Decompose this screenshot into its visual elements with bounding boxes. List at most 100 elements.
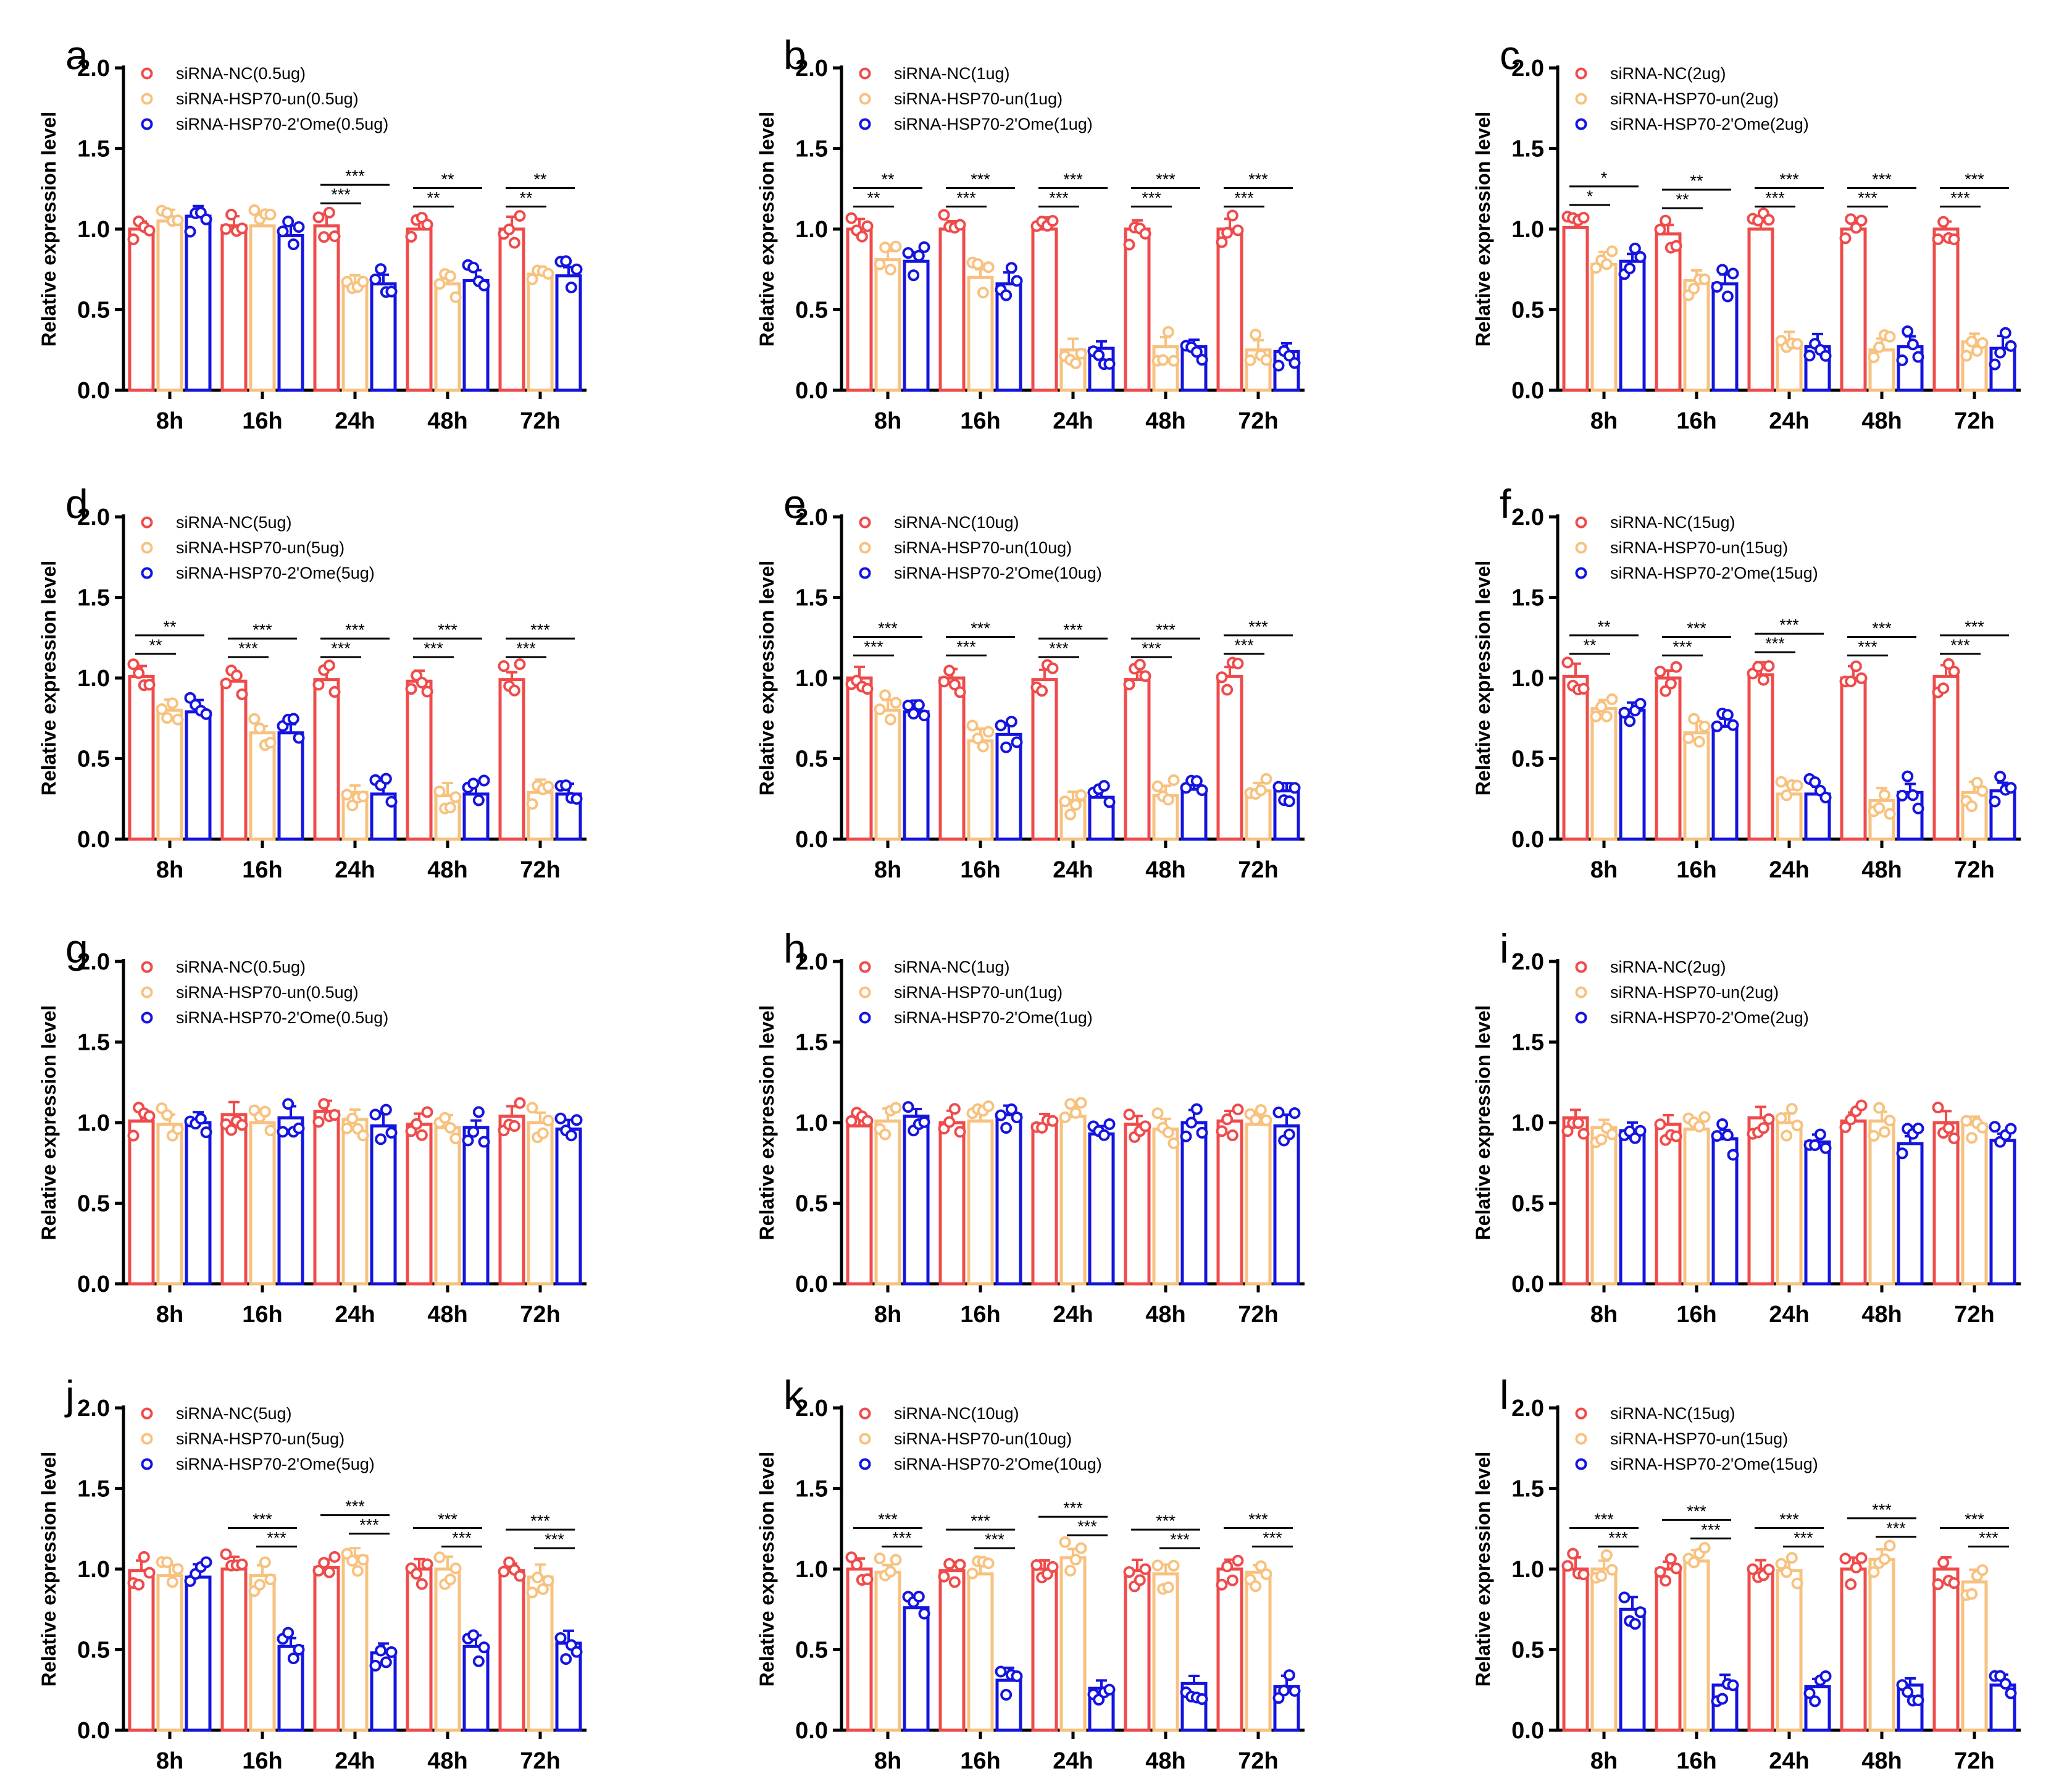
data-point [143, 1567, 156, 1579]
significance-label: *** [1263, 1528, 1282, 1547]
data-point [1878, 789, 1890, 801]
legend-label-ome: siRNA-HSP70-2'Ome(15ug) [1610, 564, 1818, 582]
data-point [1845, 1578, 1857, 1591]
legend-marker-ome [141, 567, 153, 579]
data-point [1845, 213, 1857, 225]
data-point [357, 275, 369, 288]
data-point [1577, 211, 1590, 224]
x-tick-label: 48h [1861, 1302, 1902, 1328]
data-point [890, 1102, 902, 1114]
legend-label-un: siRNA-HSP70-un(1ug) [894, 983, 1063, 1002]
data-point [127, 658, 140, 671]
significance-label: ** [149, 636, 162, 655]
data-point [172, 214, 184, 227]
data-point [1226, 1129, 1238, 1142]
bar-ome-8h [903, 259, 930, 392]
legend-marker-un [1575, 986, 1587, 999]
data-point [1819, 350, 1832, 362]
bar-ome-8h [1619, 259, 1646, 392]
y-tick-label: 0.0 [795, 1718, 828, 1744]
legend-marker-nc [1575, 1407, 1587, 1420]
y-tick-label: 2.0 [1511, 1396, 1544, 1421]
significance-label: *** [878, 619, 898, 637]
data-point [918, 710, 930, 722]
y-tick-label: 0.5 [795, 1191, 828, 1217]
significance-label: *** [1156, 1512, 1176, 1530]
data-point [977, 740, 989, 753]
significance-label: *** [878, 1510, 898, 1528]
data-point [1069, 1554, 1082, 1566]
data-point [954, 1559, 966, 1571]
data-point [1139, 227, 1151, 240]
data-point [472, 794, 485, 806]
data-point [1855, 1099, 1868, 1112]
legend-marker-ome [1575, 1011, 1587, 1024]
bar-un-8h [1590, 1567, 1618, 1732]
bar-ome-48h [1897, 1142, 1924, 1286]
data-point [1716, 1693, 1729, 1705]
data-point [1775, 1558, 1787, 1570]
data-point [542, 781, 554, 793]
bar-ome-48h [462, 1126, 490, 1286]
bar-un-16h [1683, 1127, 1710, 1286]
data-point [318, 1557, 330, 1569]
data-point [133, 1578, 145, 1591]
data-point [433, 785, 446, 798]
data-point [918, 1607, 930, 1620]
data-point [1688, 713, 1700, 725]
data-point [200, 708, 212, 720]
data-point [293, 221, 305, 233]
significance-label: *** [359, 1516, 379, 1535]
significance-label: *** [238, 639, 258, 658]
data-point [938, 1570, 950, 1583]
x-tick-label: 72h [520, 1302, 560, 1328]
data-point [1098, 780, 1110, 792]
significance-label: *** [345, 1497, 365, 1516]
data-point [1664, 1552, 1677, 1565]
data-point [369, 273, 382, 285]
bar-un-48h [434, 1126, 461, 1286]
data-point [1590, 710, 1602, 722]
data-point [1595, 701, 1608, 713]
significance-label: *** [956, 637, 976, 656]
x-tick-label: 24h [1053, 857, 1093, 883]
data-point [1151, 780, 1164, 792]
data-point [405, 230, 417, 243]
bar-nc-72h [1216, 227, 1243, 392]
data-point [526, 798, 538, 810]
x-tick-label: 8h [874, 1302, 901, 1328]
bar-nc-16h [220, 1113, 248, 1286]
chart-panel-l: l Relative expression level 0.0 0.5 1.0 1.5 2.… [1472, 1372, 2021, 1774]
legend-label-un: siRNA-HSP70-un(2ug) [1610, 90, 1779, 108]
data-point [966, 1567, 979, 1580]
data-point [1966, 800, 1978, 813]
data-point [1606, 1128, 1618, 1141]
data-point [467, 1126, 480, 1138]
data-point [995, 1665, 1007, 1678]
data-point [1654, 665, 1666, 677]
data-point [1868, 1566, 1880, 1578]
data-point [200, 213, 212, 225]
y-tick-label: 1.0 [77, 1110, 110, 1136]
data-point [1902, 1686, 1914, 1698]
significance-label: *** [516, 639, 536, 658]
data-point [1670, 1562, 1682, 1575]
legend-marker-un [1575, 542, 1587, 554]
data-point [1971, 345, 1983, 357]
data-point [1260, 354, 1272, 366]
significance-label: *** [267, 1528, 286, 1547]
data-point [1711, 280, 1723, 293]
data-point [405, 683, 417, 695]
data-point [133, 667, 145, 679]
bar-nc-24h [1747, 673, 1774, 841]
data-point [1139, 1563, 1151, 1575]
significance-label: *** [530, 621, 550, 639]
bar-ome-72h [1989, 1139, 2016, 1286]
data-point [1629, 1618, 1641, 1630]
data-point [1577, 1128, 1590, 1140]
y-tick-label: 1.0 [77, 1557, 110, 1583]
data-point [532, 1572, 544, 1584]
data-point [1606, 245, 1618, 257]
x-tick-label: 72h [1954, 408, 1994, 434]
data-point [143, 224, 156, 237]
